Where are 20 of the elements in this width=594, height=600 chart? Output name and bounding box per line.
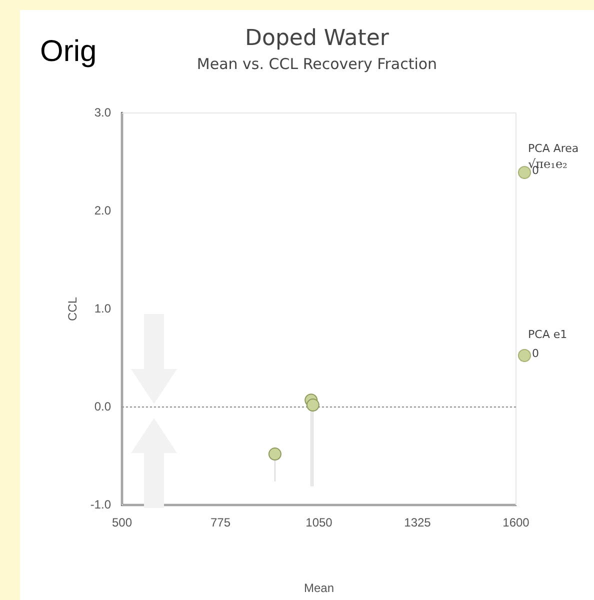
x-axis-title: Mean — [304, 581, 334, 596]
x-tick-label: 1325 — [404, 516, 432, 530]
x-tick-label: 1050 — [306, 516, 333, 530]
y-tick-label: 2.0 — [94, 203, 112, 218]
chart-subtitle: Mean vs. CCL Recovery Fraction — [196, 55, 438, 73]
y-tick-label: -1.0 — [90, 497, 112, 512]
text: Orig — [40, 35, 97, 69]
text: PCA e1 — [528, 328, 568, 341]
y-tick-label: 1.0 — [94, 301, 112, 316]
chart-title: Doped Water — [245, 26, 389, 51]
y-tick-label: 3.0 — [94, 105, 112, 120]
y-tick-label: 0.0 — [94, 399, 112, 414]
point — [268, 448, 282, 461]
y-axis-title: CCL — [66, 296, 80, 322]
point — [306, 398, 320, 412]
x-tick-label: 1600 — [502, 516, 530, 530]
text: 0 — [532, 347, 539, 360]
x-tick-label: 500 — [112, 516, 132, 530]
x-tick-label: 775 — [210, 516, 231, 530]
text: PCA Area — [528, 142, 579, 155]
